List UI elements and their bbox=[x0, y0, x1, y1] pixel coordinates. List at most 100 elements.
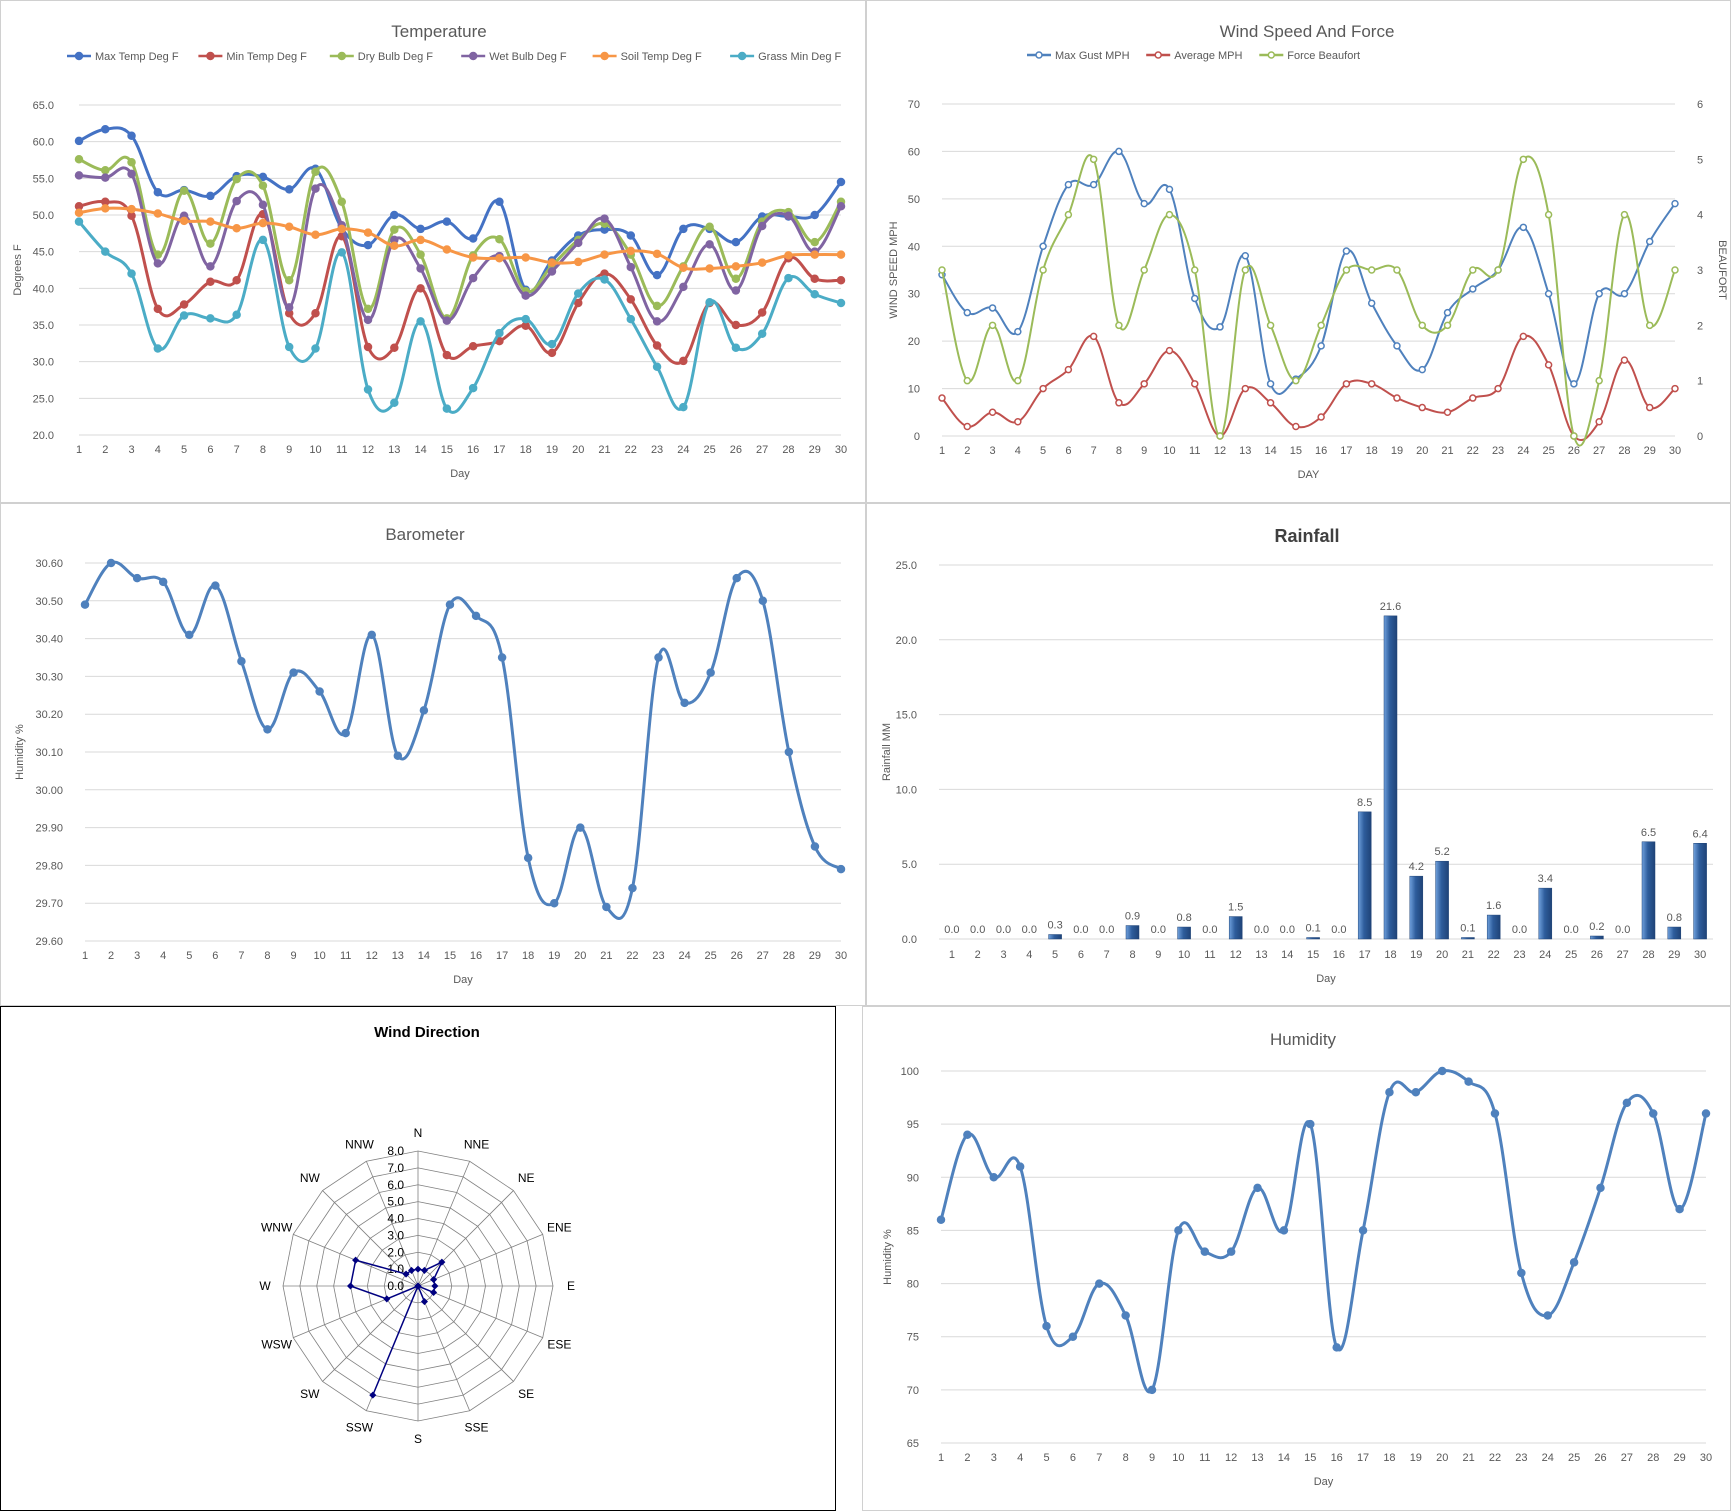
data-label: 5.2 bbox=[1434, 846, 1449, 858]
data-point bbox=[337, 224, 347, 234]
x-tick-label: 11 bbox=[336, 444, 347, 456]
x-tick-label: 16 bbox=[467, 444, 479, 456]
data-point bbox=[1089, 155, 1098, 164]
data-point bbox=[74, 136, 84, 146]
data-point bbox=[652, 341, 662, 350]
x-tick-label: 15 bbox=[444, 950, 456, 962]
y-tick-label: 80 bbox=[907, 1279, 919, 1291]
data-point bbox=[549, 898, 559, 908]
direction-label: NW bbox=[300, 1171, 321, 1185]
y-tick-label: 65.0 bbox=[33, 100, 54, 112]
data-point bbox=[363, 342, 373, 352]
data-point bbox=[1226, 1247, 1236, 1256]
data-label: 0.0 bbox=[970, 924, 985, 936]
x-tick-label: 11 bbox=[1204, 949, 1215, 961]
x-tick-label: 2 bbox=[964, 1452, 970, 1464]
x-tick-label: 5 bbox=[181, 444, 187, 456]
data-label: 0.1 bbox=[1460, 923, 1475, 935]
radar-point bbox=[430, 1276, 438, 1284]
x-tick-label: 25 bbox=[1568, 1452, 1580, 1464]
r-tick-label: 3.0 bbox=[387, 1228, 404, 1242]
x-tick-label: 18 bbox=[1384, 949, 1396, 961]
r-tick-label: 5.0 bbox=[387, 1195, 404, 1209]
data-point bbox=[390, 225, 399, 234]
data-point bbox=[938, 266, 946, 274]
data-point bbox=[1671, 266, 1679, 274]
data-point bbox=[1317, 321, 1325, 330]
data-label: 0.2 bbox=[1589, 921, 1604, 933]
data-point bbox=[127, 157, 136, 167]
x-tick-label: 29 bbox=[1644, 445, 1656, 457]
data-point bbox=[988, 304, 997, 312]
y-tick-label: 30.30 bbox=[35, 671, 63, 683]
data-point bbox=[179, 300, 189, 309]
radar-spoke bbox=[417, 1233, 543, 1287]
x-tick-label: 7 bbox=[234, 444, 240, 456]
data-point bbox=[1140, 199, 1148, 208]
x-tick-label: 5 bbox=[186, 950, 192, 962]
x-tick-label: 9 bbox=[1141, 445, 1147, 457]
data-point bbox=[127, 269, 136, 278]
data-point bbox=[1469, 266, 1477, 274]
data-point bbox=[1165, 185, 1174, 194]
data-point bbox=[1385, 1088, 1394, 1097]
x-tick-label: 8 bbox=[264, 950, 270, 962]
y2-tick-label: 0 bbox=[1697, 431, 1703, 443]
data-point bbox=[1596, 1183, 1605, 1193]
y-tick-label: 60 bbox=[908, 146, 920, 158]
data-point bbox=[206, 314, 215, 323]
x-tick-label: 7 bbox=[1104, 949, 1110, 961]
data-label: 4.2 bbox=[1409, 861, 1424, 873]
rain-bar bbox=[1641, 841, 1656, 940]
data-point bbox=[626, 231, 636, 240]
data-point bbox=[1622, 1098, 1632, 1108]
radar-spoke bbox=[417, 1161, 471, 1287]
chart-title: Rainfall bbox=[1274, 526, 1339, 546]
wind-direction-chart-panel: Wind Direction N NNE NE ENE E ESE SE SSE S SSW SW WS… bbox=[0, 1006, 836, 1511]
x-tick-label: 26 bbox=[1591, 949, 1603, 961]
data-point bbox=[1645, 321, 1654, 330]
x-tick-label: 30 bbox=[1669, 445, 1681, 457]
x-tick-label: 13 bbox=[1251, 1452, 1263, 1464]
radar-point bbox=[383, 1295, 391, 1303]
data-point bbox=[731, 320, 741, 330]
data-label: 0.0 bbox=[944, 924, 959, 936]
data-label: 0.0 bbox=[1202, 924, 1217, 936]
data-point bbox=[836, 201, 846, 211]
y-axis-label: Rainfall MM bbox=[881, 723, 893, 781]
radar-point bbox=[431, 1282, 439, 1290]
data-label: 0.9 bbox=[1125, 911, 1140, 923]
x-tick-label: 29 bbox=[809, 950, 821, 962]
data-point bbox=[1064, 210, 1073, 219]
x-tick-label: 21 bbox=[1462, 949, 1474, 961]
data-point bbox=[626, 295, 636, 304]
y-tick-label: 30.0 bbox=[33, 357, 54, 369]
data-point bbox=[706, 668, 715, 677]
data-point bbox=[1671, 199, 1679, 208]
x-tick-label: 5 bbox=[1052, 949, 1058, 961]
x-tick-label: 17 bbox=[1340, 445, 1352, 457]
data-label: 6.4 bbox=[1692, 828, 1707, 840]
barometer-chart: Barometer 29.60 29.70 29.80 29.90 30.00 30.10 3… bbox=[14, 525, 847, 986]
x-tick-label: 27 bbox=[757, 950, 769, 962]
data-point bbox=[963, 308, 972, 317]
data-point bbox=[731, 343, 741, 352]
data-point bbox=[1648, 1109, 1658, 1118]
data-point bbox=[419, 706, 429, 715]
data-point bbox=[573, 289, 583, 298]
y-tick-label: 85 bbox=[907, 1225, 919, 1237]
data-point bbox=[1216, 323, 1224, 331]
legend-label: Force Beaufort bbox=[1287, 50, 1360, 62]
data-point bbox=[74, 155, 84, 164]
y-tick-label: 65 bbox=[907, 1438, 919, 1450]
data-point bbox=[1253, 1183, 1262, 1193]
data-label: 0.0 bbox=[1615, 924, 1630, 936]
data-point bbox=[363, 385, 373, 394]
legend-label: Dry Bulb Deg F bbox=[358, 51, 433, 63]
x-tick-label: 8 bbox=[1116, 445, 1122, 457]
chart-title: Wind Direction bbox=[374, 1024, 480, 1041]
data-point bbox=[1620, 289, 1629, 298]
x-tick-label: 5 bbox=[1043, 1452, 1049, 1464]
data-point bbox=[757, 221, 767, 231]
